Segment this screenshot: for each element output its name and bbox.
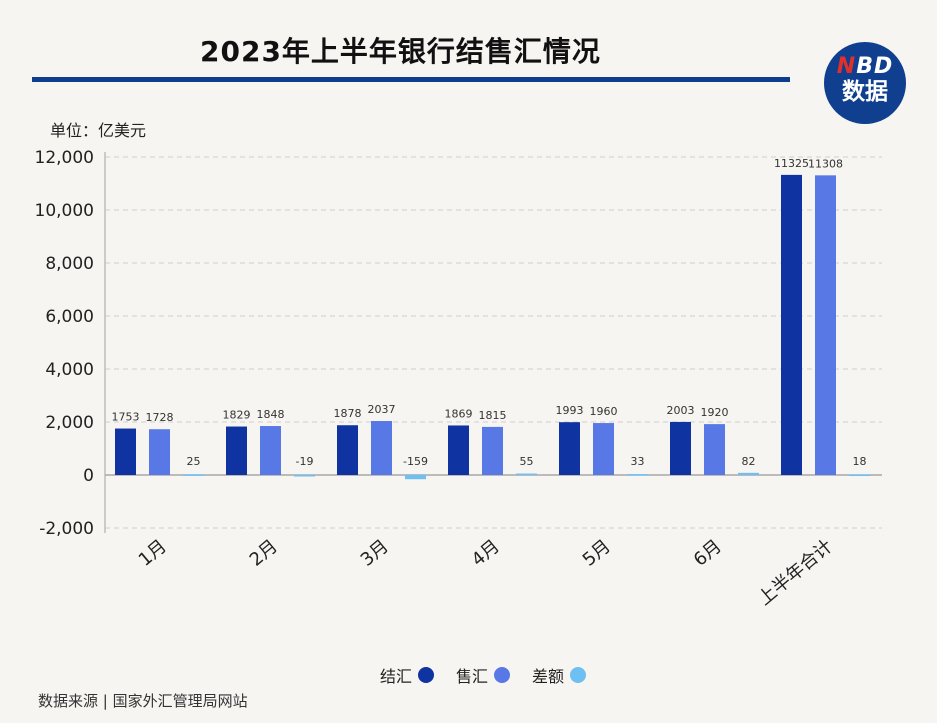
bar <box>115 428 136 475</box>
data-label: 1753 <box>112 411 140 424</box>
x-tick-label: 2月 <box>246 536 282 571</box>
bar <box>670 421 691 475</box>
bar <box>704 424 725 475</box>
y-tick-label: 2,000 <box>45 413 94 433</box>
bar <box>516 473 537 476</box>
legend-label: 售汇 <box>456 667 489 686</box>
data-label: 1848 <box>257 408 285 421</box>
bar <box>405 475 426 480</box>
x-tick-label: 1月 <box>135 536 171 571</box>
x-tick-label: 5月 <box>579 536 615 571</box>
data-label: -19 <box>296 455 314 468</box>
x-tick-label: 4月 <box>468 536 504 571</box>
logo-letters-bd: BD <box>856 54 894 79</box>
data-label: -159 <box>403 455 428 468</box>
bar <box>260 426 281 475</box>
data-label: 1728 <box>146 411 174 424</box>
data-label: 1815 <box>479 409 507 422</box>
legend-label: 结汇 <box>380 667 413 686</box>
data-label: 1993 <box>556 404 584 417</box>
y-tick-label: 6,000 <box>45 307 94 327</box>
chart-title: 2023年上半年银行结售汇情况 <box>200 35 601 68</box>
bar <box>627 474 648 476</box>
bar <box>781 174 802 475</box>
data-label: 11308 <box>808 157 843 170</box>
data-label: 11325 <box>774 157 809 170</box>
data-label: 1869 <box>445 407 473 420</box>
legend: 结汇 售汇 差额 <box>380 663 608 687</box>
data-label: 1960 <box>590 405 618 418</box>
bar <box>183 474 204 476</box>
bar <box>448 425 469 475</box>
y-tick-label: 10,000 <box>35 201 94 221</box>
legend-dot <box>418 667 435 683</box>
bar <box>559 422 580 475</box>
data-label: 1920 <box>701 406 729 419</box>
logo-letter-n: N <box>836 54 857 79</box>
bar <box>593 423 614 475</box>
x-tick-label: 上半年合计 <box>754 536 836 610</box>
legend-dot <box>494 667 511 683</box>
bar <box>337 425 358 475</box>
data-label: 82 <box>742 455 756 468</box>
data-label: 1829 <box>223 409 251 422</box>
legend-item-difference: 差额 <box>532 663 587 687</box>
x-tick-label: 6月 <box>690 536 726 571</box>
bar <box>294 475 315 477</box>
logo-text: 数据 <box>842 79 888 105</box>
title-underline <box>32 77 790 82</box>
legend-item-sale: 售汇 <box>456 663 511 687</box>
bar <box>815 175 836 475</box>
y-tick-label: -2,000 <box>39 519 94 539</box>
data-source: 数据来源 | 国家外汇管理局网站 <box>38 692 248 710</box>
data-label: 18 <box>853 455 867 468</box>
y-tick-label: 12,000 <box>35 148 94 168</box>
bar <box>482 426 503 475</box>
y-tick-label: 0 <box>83 466 94 486</box>
y-tick-label: 8,000 <box>45 254 94 274</box>
nbd-logo: NBD 数据 <box>824 42 906 124</box>
data-label: 25 <box>187 455 201 468</box>
legend-item-settlement: 结汇 <box>380 663 435 687</box>
data-label: 2037 <box>368 403 396 416</box>
data-label: 1878 <box>334 407 362 420</box>
unit-label: 单位：亿美元 <box>50 121 147 140</box>
legend-label: 差额 <box>532 667 565 686</box>
data-label: 33 <box>631 455 645 468</box>
legend-dot <box>570 667 587 683</box>
data-label: 55 <box>520 455 534 468</box>
bar <box>738 472 759 475</box>
bar <box>226 426 247 475</box>
bar <box>849 474 870 477</box>
x-tick-label: 3月 <box>357 536 393 571</box>
y-tick-label: 4,000 <box>45 360 94 380</box>
bar <box>149 429 170 475</box>
data-label: 2003 <box>667 404 695 417</box>
bar <box>371 421 392 475</box>
